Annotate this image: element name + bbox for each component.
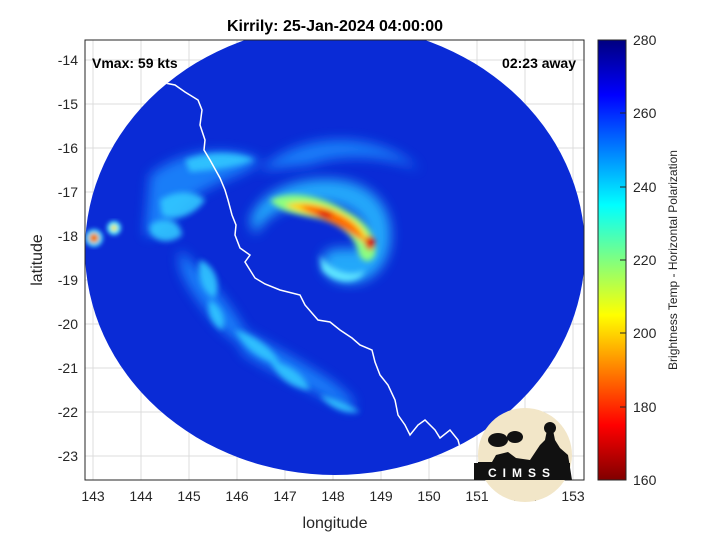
colorbar-tick-label: 200 <box>633 325 657 341</box>
y-tick-label: -19 <box>58 272 78 288</box>
x-tick-label: 143 <box>81 488 105 504</box>
logo-text: CIMSS <box>488 466 556 480</box>
x-tick-label: 149 <box>369 488 393 504</box>
x-tick-label: 153 <box>561 488 585 504</box>
x-tick-label: 146 <box>225 488 249 504</box>
x-tick-label: 147 <box>273 488 297 504</box>
y-tick-label: -17 <box>58 184 78 200</box>
y-tick-label: -18 <box>58 228 78 244</box>
coastline <box>116 40 473 475</box>
y-axis-label: latitude <box>29 234 46 286</box>
cimss-logo: CIMSS <box>474 408 572 502</box>
colorbar-tick-label: 240 <box>633 179 657 195</box>
time-away-label: 02:23 away <box>502 55 576 71</box>
colorbar-ticks <box>620 112 626 408</box>
y-tick-label: -22 <box>58 404 78 420</box>
y-tick-label: -16 <box>58 140 78 156</box>
colorbar-tick-label: 260 <box>633 105 657 121</box>
vmax-label: Vmax: 59 kts <box>92 55 178 71</box>
x-tick-label: 144 <box>129 488 153 504</box>
colorbar-tick-label: 280 <box>633 32 657 48</box>
y-tick-labels: -14 -15 -16 -17 -18 -19 -20 -21 -22 -23 <box>58 52 78 464</box>
colorbar-tick-labels: 280 260 240 220 200 180 160 <box>633 32 657 488</box>
brightness-temperature-field <box>85 40 584 475</box>
x-tick-label: 148 <box>321 488 345 504</box>
x-tick-label: 145 <box>177 488 201 504</box>
y-tick-label: -14 <box>58 52 78 68</box>
x-axis-label: longitude <box>303 515 368 532</box>
x-tick-label: 151 <box>465 488 489 504</box>
colorbar-tick-label: 160 <box>633 472 657 488</box>
y-tick-label: -20 <box>58 316 78 332</box>
axes-frame <box>84 39 585 481</box>
colorbar-tick-label: 180 <box>633 399 657 415</box>
colorbar-tick-label: 220 <box>633 252 657 268</box>
x-tick-label: 150 <box>417 488 441 504</box>
colorbar-label: Brightness Temp - Horizontal Polarizatio… <box>666 150 680 370</box>
y-tick-label: -15 <box>58 96 78 112</box>
plot-title: Kirrily: 25-Jan-2024 04:00:00 <box>227 18 443 35</box>
y-tick-label: -23 <box>58 448 78 464</box>
y-tick-label: -21 <box>58 360 78 376</box>
